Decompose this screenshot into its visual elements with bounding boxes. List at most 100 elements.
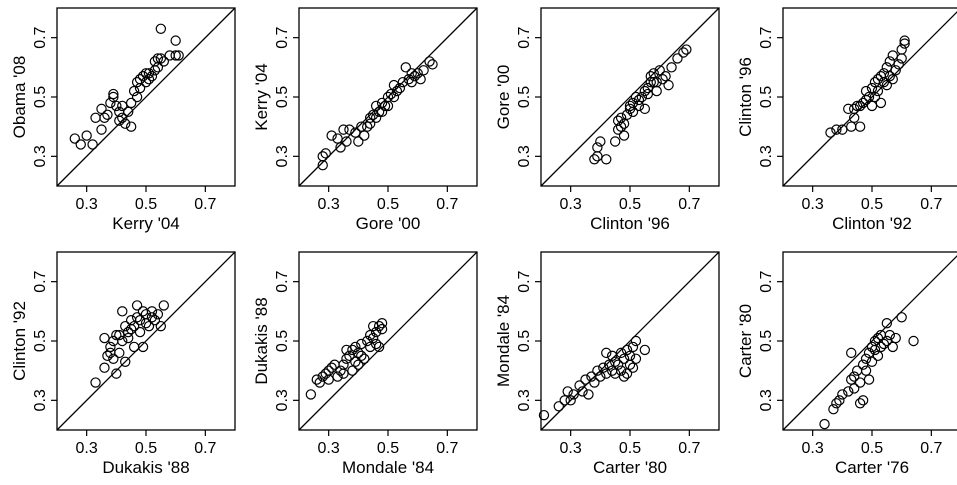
- data-point: [338, 124, 349, 135]
- data-point: [373, 320, 385, 332]
- data-point: [854, 100, 866, 112]
- y-tick-label: 0.5: [758, 86, 775, 108]
- y-tick-label: 0.3: [758, 389, 775, 411]
- data-point: [415, 73, 426, 85]
- x-tick-label: 0.5: [619, 440, 641, 457]
- data-point: [385, 88, 397, 100]
- data-point: [317, 151, 328, 162]
- data-point: [577, 386, 588, 397]
- data-point: [117, 112, 128, 123]
- data-point: [843, 103, 854, 115]
- data-point: [884, 329, 896, 341]
- data-point: [857, 395, 869, 406]
- data-point: [388, 91, 400, 103]
- data-point: [863, 374, 875, 385]
- data-point: [140, 309, 152, 320]
- data-point: [574, 380, 585, 391]
- x-axis-label: Clinton '92: [832, 214, 912, 233]
- scatter-panel-5: 0.3 0.5 0.7 0.3 0.5 0.7 Dukakis '88 Clinton '92: [10, 251, 236, 477]
- data-point: [320, 148, 331, 159]
- data-point: [872, 73, 884, 85]
- y-tick-label: 0.7: [274, 26, 291, 48]
- data-point: [636, 91, 648, 103]
- data-point: [875, 97, 887, 109]
- data-point: [137, 341, 149, 353]
- data-point: [388, 79, 400, 91]
- data-point: [854, 121, 866, 132]
- data-point: [828, 404, 839, 415]
- data-point: [353, 347, 364, 359]
- x-tick-label: 0.5: [377, 440, 399, 457]
- y-tick-label: 0.3: [516, 145, 533, 167]
- y-tick-label: 0.7: [516, 270, 533, 292]
- data-point: [108, 91, 119, 103]
- x-tick-label: 0.3: [802, 440, 824, 457]
- data-point: [553, 401, 565, 412]
- data-point: [899, 38, 910, 49]
- data-point: [108, 353, 119, 364]
- y-axis-label: Gore '00: [494, 65, 513, 130]
- data-point: [621, 344, 633, 356]
- data-point: [887, 341, 898, 353]
- data-point: [347, 365, 358, 376]
- data-point: [630, 353, 642, 364]
- data-point: [376, 97, 388, 109]
- data-point: [376, 323, 388, 335]
- data-point: [621, 368, 633, 379]
- data-point: [155, 320, 167, 332]
- data-point: [365, 118, 376, 129]
- data-point: [140, 68, 152, 79]
- data-point: [645, 71, 656, 82]
- data-point: [615, 347, 627, 359]
- data-point: [134, 326, 146, 338]
- data-point: [99, 112, 110, 123]
- data-point: [117, 335, 128, 347]
- data-point: [311, 374, 322, 385]
- data-point: [134, 315, 146, 326]
- y-tick-label: 0.7: [32, 270, 49, 292]
- data-point: [609, 368, 621, 379]
- data-point: [379, 100, 391, 112]
- data-point: [353, 136, 364, 147]
- data-point: [819, 418, 830, 430]
- scatter-panel-7: 0.3 0.5 0.7 0.3 0.5 0.7 Carter '80 Mondale '84: [494, 251, 720, 477]
- data-point: [96, 124, 107, 135]
- data-point: [825, 127, 836, 138]
- data-point: [427, 59, 438, 70]
- y-tick-label: 0.5: [758, 330, 775, 352]
- y-tick-label: 0.7: [32, 26, 49, 48]
- data-point: [120, 356, 131, 367]
- y-tick-label: 0.5: [516, 330, 533, 352]
- data-point: [881, 318, 893, 329]
- y-tick-label: 0.7: [516, 26, 533, 48]
- data-point: [583, 389, 594, 400]
- x-tick-label: 0.5: [135, 440, 157, 457]
- data-point: [75, 139, 86, 150]
- data-point: [627, 341, 639, 353]
- data-point: [412, 68, 423, 79]
- data-point: [376, 318, 388, 329]
- data-point: [854, 377, 866, 388]
- data-point: [155, 53, 167, 64]
- data-point: [831, 124, 842, 135]
- data-point: [117, 100, 128, 112]
- data-point: [618, 353, 630, 364]
- identity-line: [56, 7, 236, 187]
- y-tick-label: 0.7: [758, 26, 775, 48]
- data-point: [618, 130, 630, 141]
- scatter-panel-2: 0.3 0.5 0.7 0.3 0.5 0.7 Gore '00 Kerry '04: [252, 7, 478, 233]
- data-point: [601, 154, 612, 165]
- data-point: [609, 356, 621, 367]
- data-point: [607, 350, 618, 362]
- data-point: [866, 100, 878, 112]
- y-axis-label: Dukakis '88: [252, 297, 271, 384]
- data-point: [350, 341, 361, 353]
- data-point: [90, 377, 101, 388]
- data-point: [869, 335, 881, 347]
- x-tick-label: 0.3: [318, 196, 340, 213]
- data-point: [660, 71, 671, 82]
- data-point: [359, 130, 370, 141]
- data-point: [618, 371, 630, 382]
- data-point: [846, 347, 857, 359]
